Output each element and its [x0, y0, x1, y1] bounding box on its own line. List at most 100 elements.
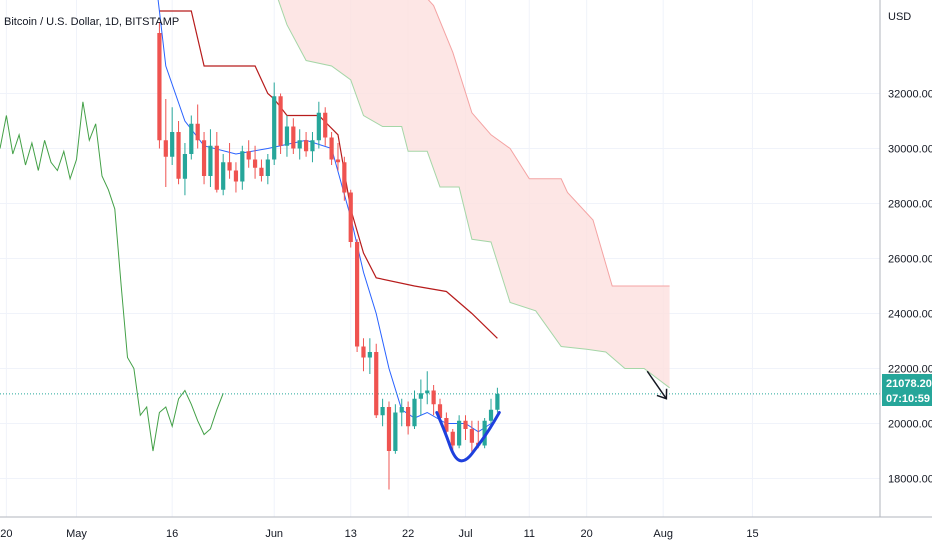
candle-body	[157, 33, 162, 141]
candle	[399, 398, 404, 427]
candle	[252, 145, 258, 179]
candle-body	[182, 154, 188, 179]
time-tick-label: 15	[746, 528, 758, 540]
candle	[176, 121, 181, 185]
candle	[214, 132, 219, 193]
candle-body	[291, 126, 296, 149]
candle	[170, 107, 175, 165]
price-axis[interactable]: USD 32000.00 30000.00 28000.00 26000.00 2400…	[888, 11, 932, 486]
candle	[374, 343, 379, 418]
down-arrow-shaft	[646, 370, 667, 400]
candle	[457, 415, 462, 449]
candle-body	[233, 170, 239, 182]
price-tick-label: 32000.00	[888, 89, 932, 101]
candles	[157, 22, 500, 490]
price-tick-label: 22000.00	[888, 364, 932, 376]
base-line	[159, 10, 498, 339]
time-tick-label: 16	[166, 528, 178, 540]
candle-body	[227, 162, 232, 171]
candle	[354, 239, 360, 352]
currency-label: USD	[888, 11, 911, 23]
candle-body	[170, 132, 175, 157]
candle	[425, 371, 430, 405]
candle	[393, 404, 398, 454]
time-tick-label: 22	[402, 528, 414, 540]
candle	[259, 159, 264, 182]
time-tick-label: May	[66, 528, 87, 540]
candle-body	[488, 409, 494, 421]
candle	[189, 115, 194, 160]
candle	[418, 379, 423, 416]
candle-body	[399, 407, 404, 413]
candle-body	[240, 151, 245, 182]
candle-body	[214, 145, 219, 190]
candle-body	[163, 140, 168, 157]
price-tick-label: 30000.00	[888, 144, 932, 156]
candle-body	[431, 390, 436, 405]
candle-body	[246, 151, 251, 160]
candle	[323, 107, 328, 146]
candle	[406, 401, 411, 435]
candle	[201, 132, 207, 185]
candle-body	[450, 431, 455, 446]
candle	[265, 154, 270, 185]
candle-body	[310, 140, 315, 152]
time-axis[interactable]: 20 May 16 Jun 13 22 Jul 11 20 Aug 15	[0, 528, 758, 540]
time-tick-label: Jun	[265, 528, 283, 540]
time-tick-label: 13	[345, 528, 357, 540]
chart-title: Bitcoin / U.S. Dollar, 1D, BITSTAMP	[4, 16, 179, 28]
candle-body	[406, 407, 411, 427]
candle	[469, 420, 474, 454]
price-tick-label: 18000.00	[888, 474, 932, 486]
candle	[278, 93, 283, 154]
candle-body	[393, 412, 398, 451]
candle	[291, 118, 296, 154]
time-tick-label: 20	[581, 528, 593, 540]
candle-body	[380, 407, 385, 416]
candle	[272, 82, 277, 165]
candle	[227, 143, 232, 179]
lagging-span-line	[0, 101, 224, 452]
candle	[221, 154, 226, 196]
last-price-value: 21078.20	[886, 378, 932, 390]
candle-body	[303, 140, 309, 152]
cup-pattern-curve	[435, 411, 501, 463]
candle-body	[444, 418, 449, 432]
candle	[495, 387, 500, 413]
candle	[157, 22, 162, 149]
candle-body	[374, 352, 379, 416]
ichimoku-cloud	[277, 0, 670, 389]
candle-body	[418, 393, 423, 399]
candle	[297, 129, 302, 160]
candle-body	[284, 126, 290, 146]
candle	[310, 132, 315, 163]
candle	[463, 415, 468, 440]
candle	[367, 338, 372, 374]
candle-body	[252, 159, 258, 168]
candle-body	[412, 398, 417, 427]
candle-body	[265, 159, 270, 176]
annotations	[435, 370, 668, 463]
candle	[342, 156, 347, 201]
time-tick-label: 11	[524, 528, 535, 540]
candle-body	[335, 159, 341, 163]
price-tick-label: 26000.00	[888, 254, 932, 266]
candle-body	[348, 192, 353, 242]
candle-body	[342, 162, 347, 193]
candle	[246, 140, 251, 168]
time-tick-label: Jul	[458, 528, 472, 540]
candle	[329, 132, 334, 165]
candle-body	[457, 420, 462, 446]
candle-body	[469, 429, 474, 443]
price-tick-label: 24000.00	[888, 309, 932, 321]
cloud-span-b-line	[427, 0, 670, 287]
candle-body	[482, 420, 487, 446]
candle-body	[189, 123, 194, 154]
cloud-span-a-line	[277, 0, 670, 389]
candle-body	[259, 167, 264, 176]
candle	[208, 129, 213, 187]
candle-body	[195, 123, 200, 141]
candle	[195, 104, 200, 149]
candle	[431, 385, 436, 416]
